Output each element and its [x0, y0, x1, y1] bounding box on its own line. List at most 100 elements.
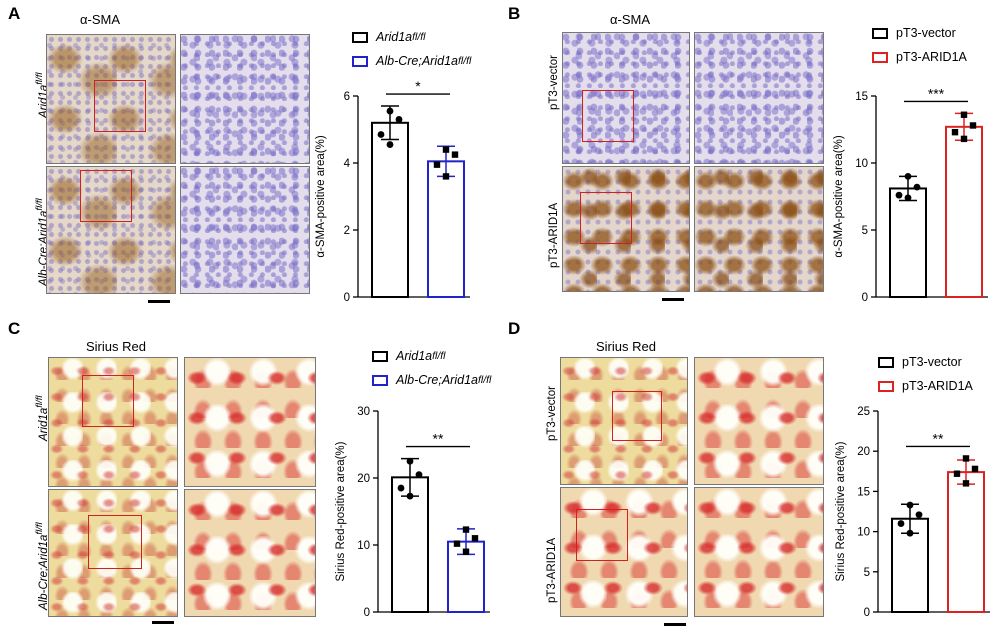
data-point [960, 135, 968, 143]
bar [371, 121, 409, 298]
scale-bar [152, 621, 174, 624]
data-point [462, 526, 470, 533]
bar [945, 125, 983, 298]
significance-label: ** [433, 431, 444, 447]
stain-title: α-SMA [80, 12, 121, 27]
bar-chart: α-SMA-positive area(%) 0 2 4 6 * [315, 78, 470, 304]
data-point [969, 122, 977, 129]
panel-d: D Sirius Red pT3-vector pT3-ARID1A pT3-v… [500, 315, 1000, 630]
legend-item: Alb-Cre;Arid1a fl/fl [352, 54, 471, 68]
legend-swatch [352, 31, 368, 43]
y-tick-label: 20 [857, 446, 870, 458]
micrograph-zoom-top [180, 34, 310, 164]
legend-item: pT3-vector [872, 26, 956, 40]
micrograph-overview-bottom [46, 166, 176, 294]
data-point [915, 511, 923, 519]
micrograph-zoom-top [694, 357, 824, 485]
micrograph-overview-bottom [48, 489, 178, 617]
y-tick-label: 15 [855, 91, 868, 103]
row-label-top: pT3-vector [548, 55, 560, 110]
legend-item: pT3-vector [878, 355, 962, 369]
micrograph-zoom-bottom [694, 166, 824, 292]
roi-box [94, 80, 146, 132]
data-point [471, 535, 479, 542]
y-tick-label: 10 [855, 158, 868, 170]
y-tick-label: 10 [857, 527, 870, 539]
micrograph-overview-top [48, 357, 178, 487]
micrograph-zoom-bottom [694, 487, 824, 617]
significance-label: * [415, 78, 421, 94]
panel-letter: D [508, 319, 521, 338]
stain-title: Sirius Red [86, 339, 146, 354]
panel-c: C Sirius Red Arid1afl/fl Alb-Cre;Arid1af… [0, 315, 500, 630]
significance-label: *** [928, 85, 945, 101]
y-tick-label: 0 [862, 292, 868, 304]
data-point [962, 455, 970, 462]
micrograph-zoom-bottom [184, 489, 316, 617]
y-tick-label: 25 [857, 406, 870, 418]
micrograph-overview-top [560, 357, 688, 485]
micrograph-zoom-bottom [180, 166, 310, 294]
row-label-top: pT3-vector [546, 386, 558, 441]
micrograph-zoom-top [184, 357, 316, 487]
roi-box [88, 515, 142, 569]
data-point [395, 116, 403, 123]
significance-label: ** [933, 430, 944, 446]
panel-letter: C [8, 319, 21, 338]
legend-swatch [872, 51, 888, 63]
data-point [951, 128, 959, 136]
legend-swatch [352, 55, 368, 67]
stain-title: Sirius Red [596, 339, 656, 354]
data-point [913, 183, 921, 191]
legend-item: Arid1a fl/fl [372, 349, 445, 363]
data-point [897, 520, 905, 527]
scale-bar [662, 298, 684, 301]
y-tick-label: 5 [864, 567, 870, 579]
bar-chart: α-SMA-positive area(%) 0 5 10 15 *** [833, 85, 988, 304]
roi-box [82, 375, 134, 427]
legend-swatch [878, 356, 894, 368]
data-point [960, 111, 968, 118]
legend-swatch [878, 380, 894, 392]
micrograph-overview-bottom [562, 166, 690, 292]
legend-item: pT3-ARID1A [872, 50, 967, 64]
bar [427, 160, 465, 298]
y-tick-label: 10 [357, 540, 370, 552]
y-axis-label: Sirius Red-positive area(%) [835, 441, 847, 581]
panel-b: B α-SMA pT3-vector pT3-ARID1A pT3-vector… [500, 0, 1000, 315]
data-point [386, 107, 394, 115]
row-label-bottom: pT3-ARID1A [546, 537, 558, 603]
y-axis-label: Sirius Red-positive area(%) [335, 441, 347, 581]
roi-box [576, 509, 628, 561]
y-tick-label: 0 [344, 292, 350, 304]
legend-swatch [872, 27, 888, 39]
data-point [971, 465, 979, 473]
row-label-bottom: pT3-ARID1A [548, 202, 560, 268]
y-tick-label: 0 [364, 607, 370, 619]
data-point [397, 484, 405, 492]
panel-a: A α-SMA Arid1afl/fl Alb-Cre;Arid1afl/fl … [0, 0, 500, 315]
bar-chart: Sirius Red-positive area(%) 0 5 10 15 20 25 ** [835, 406, 990, 619]
data-point [386, 141, 394, 148]
data-point [442, 146, 450, 153]
data-point [906, 529, 914, 537]
data-point [895, 191, 903, 199]
bar [391, 476, 429, 613]
data-point [962, 480, 970, 487]
roi-box [612, 391, 662, 441]
y-axis-label: α-SMA-positive area(%) [833, 135, 845, 257]
roi-box [580, 192, 632, 244]
data-point [442, 173, 450, 180]
bar [889, 187, 927, 298]
legend-swatch [372, 374, 388, 386]
data-point [406, 457, 414, 465]
panel-letter: A [8, 4, 21, 23]
micrograph-zoom-top [694, 32, 824, 164]
micrograph-overview-top [46, 34, 176, 164]
legend-item: Arid1a fl/fl [352, 30, 425, 44]
data-point [406, 492, 414, 500]
data-point [904, 173, 912, 180]
legend-item: pT3-ARID1A [878, 379, 973, 393]
scale-bar [664, 623, 686, 626]
data-point [451, 151, 459, 158]
